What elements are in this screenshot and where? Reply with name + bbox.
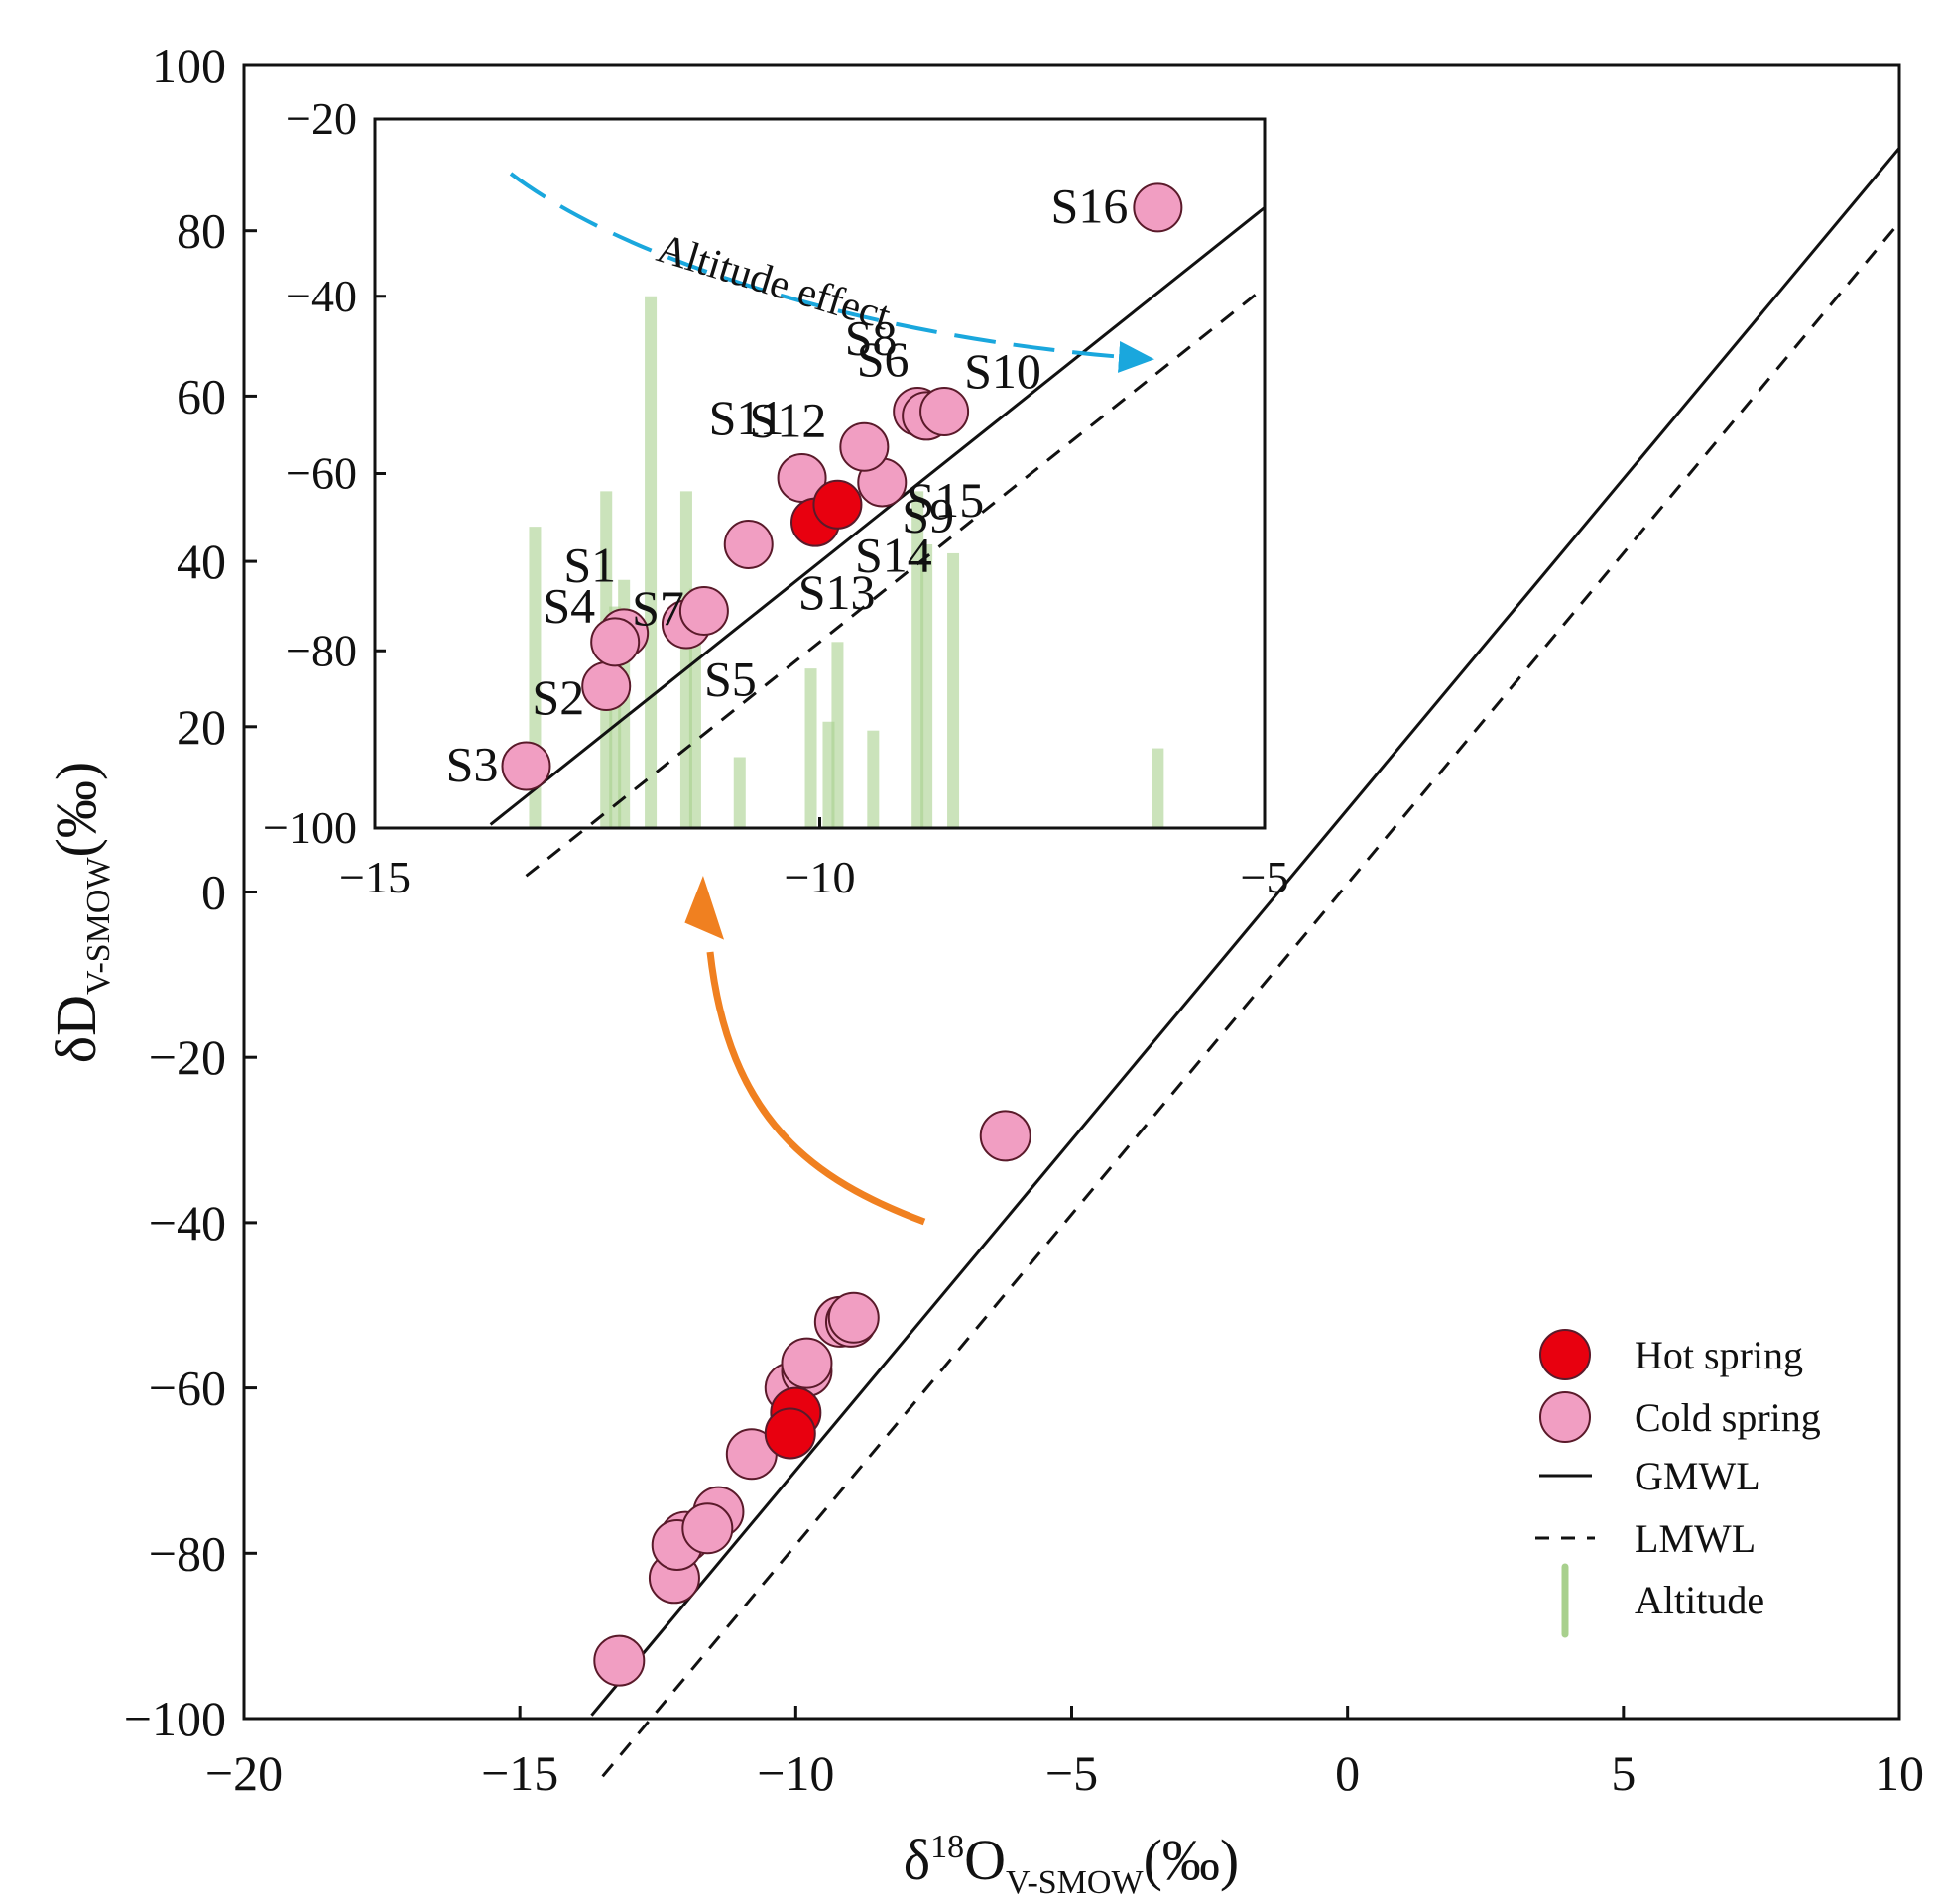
inset-point-label: S12 <box>750 393 827 448</box>
inset-water-lines <box>489 206 1266 878</box>
inset-point-label: S13 <box>798 564 876 620</box>
inset-xtick-label: −15 <box>339 852 411 902</box>
altitude-effect-arrow <box>509 172 1154 373</box>
legend-item-hot-spring: Hot spring <box>1539 1329 1803 1380</box>
altitude-bar <box>733 757 746 828</box>
inset-point-label: S7 <box>632 580 684 636</box>
lmwl-line <box>601 221 1901 1778</box>
main-ytick-label: −40 <box>149 1195 226 1250</box>
inset-point-label: S16 <box>1051 178 1129 233</box>
legend-item-lmwl: LMWL <box>1535 1516 1756 1561</box>
zoom-arrow <box>706 951 926 1226</box>
hot-spring-point <box>764 1407 816 1460</box>
altitude-bar <box>1152 748 1164 828</box>
main-xtick-label: 10 <box>1875 1745 1924 1801</box>
main-axis-ticks: −20 −15 −10 −5 0 5 10100806040200−20−40−60−80−… <box>124 38 1924 1801</box>
legend-hot-label: Hot spring <box>1635 1333 1803 1377</box>
x-axis-label: δ18OV-SMOW(‰) <box>904 1828 1239 1901</box>
legend-cold-marker <box>1539 1391 1591 1443</box>
inset-point-label: S1 <box>563 536 616 592</box>
altitude-bar <box>867 730 880 828</box>
main-ytick-label: −80 <box>149 1525 226 1581</box>
main-ytick-label: 60 <box>177 368 226 423</box>
main-xtick-label: −15 <box>481 1745 558 1801</box>
inset-point-label: S3 <box>446 736 499 791</box>
main-water-lines <box>590 147 1901 1778</box>
inset-point-label: S4 <box>543 577 595 633</box>
altitude-bar <box>947 552 960 828</box>
altitude-bar <box>645 296 658 828</box>
main-xtick-label: 0 <box>1335 1745 1360 1801</box>
inset-ytick-label: −80 <box>286 625 357 675</box>
gmwl-line <box>590 147 1901 1717</box>
inset-point-label: S9 <box>902 487 954 542</box>
main-xtick-label: 5 <box>1611 1745 1636 1801</box>
legend-item-altitude: Altitude <box>1561 1563 1764 1638</box>
inset-point-label: S5 <box>704 651 757 706</box>
inset-point-label: S2 <box>532 669 584 725</box>
legend-gmwl-label: GMWL <box>1635 1454 1760 1498</box>
zoom-arrow-head <box>684 875 725 940</box>
altitude-bar <box>920 544 933 828</box>
main-ytick-label: 20 <box>177 699 226 755</box>
inset-xtick-label: −10 <box>785 852 856 902</box>
main-ytick-label: −20 <box>149 1029 226 1085</box>
inset-xtick-label: −5 <box>1241 852 1289 902</box>
inset-point-s16 <box>1133 182 1183 233</box>
main-xtick-label: −10 <box>757 1745 834 1801</box>
main-xtick-label: −5 <box>1045 1745 1098 1801</box>
main-data-points <box>593 1110 1031 1687</box>
main-plot-frame <box>242 63 1901 1721</box>
legend-cold-label: Cold spring <box>1635 1395 1821 1440</box>
legend-item-cold-spring: Cold spring <box>1539 1391 1821 1443</box>
cold-spring-point <box>681 1502 734 1555</box>
inset-point-s2 <box>581 661 632 711</box>
inset-ytick-label: −100 <box>263 802 357 853</box>
altitude-bar <box>688 588 701 828</box>
inset-point-s10 <box>919 386 970 436</box>
cold-spring-point <box>979 1110 1031 1162</box>
inset-point-label: S10 <box>964 343 1041 399</box>
legend-lmwl-label: LMWL <box>1635 1516 1756 1561</box>
inset-point-s3 <box>501 741 551 791</box>
inset-plot-frame <box>373 117 1267 830</box>
legend-item-gmwl: GMWL <box>1539 1454 1760 1498</box>
inset-lmwl-line <box>525 286 1266 878</box>
main-ytick-label: 100 <box>152 38 226 93</box>
cold-spring-point <box>781 1337 833 1389</box>
inset-gmwl-line <box>489 206 1266 826</box>
main-ytick-label: −60 <box>149 1361 226 1416</box>
inset-axis-ticks: −15 −10 −5 −20 −40 −60 −80 −100 <box>263 93 1288 902</box>
legend-hot-marker <box>1539 1329 1591 1380</box>
main-ytick-label: 0 <box>201 865 226 920</box>
main-ytick-label: 40 <box>177 534 226 589</box>
inset-point-s12 <box>839 421 890 472</box>
inset-point-s15 <box>812 479 863 530</box>
inset-point-s4 <box>590 617 641 667</box>
altitude-bar <box>804 668 817 828</box>
inset-point-label: S11 <box>709 390 785 445</box>
legend: Hot spring Cold spring GMWL LMWL Altitud… <box>1535 1329 1821 1638</box>
inset-point-s7 <box>678 586 729 637</box>
main-ytick-label: −100 <box>124 1691 226 1746</box>
inset-point-label: S6 <box>857 331 910 387</box>
inset-ytick-label: −60 <box>286 448 357 499</box>
cold-spring-point <box>593 1634 646 1687</box>
inset-point-label: S8 <box>845 309 898 365</box>
y-axis-label: δDV-SMOW(‰) <box>44 762 117 1063</box>
inset-point-label: S14 <box>855 528 932 583</box>
legend-altitude-label: Altitude <box>1635 1578 1764 1622</box>
inset-point-s13 <box>723 520 774 569</box>
main-ytick-label: 80 <box>177 203 226 259</box>
main-xtick-label: −20 <box>205 1745 283 1801</box>
altitude-bar <box>831 642 844 828</box>
inset-point-label: S15 <box>907 472 984 528</box>
inset-ytick-label: −40 <box>286 271 357 321</box>
cold-spring-point <box>827 1291 880 1344</box>
inset-ytick-label: −20 <box>286 93 357 144</box>
